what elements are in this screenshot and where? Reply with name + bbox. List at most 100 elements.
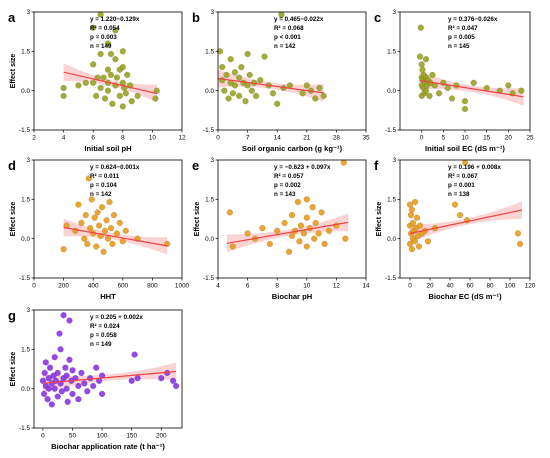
- data-point: [107, 225, 115, 232]
- data-point: [69, 390, 76, 397]
- data-point: [42, 359, 49, 366]
- y-tick-label: 0.0: [387, 236, 396, 243]
- y-tick-label: 1.5: [21, 347, 30, 354]
- data-point: [416, 53, 423, 60]
- y-tick-label: -1.5: [19, 275, 30, 282]
- data-point: [288, 232, 296, 240]
- x-tick-label: 1000: [175, 283, 190, 290]
- x-tick-label: 14: [362, 283, 370, 290]
- data-point: [518, 87, 525, 94]
- data-point: [90, 382, 97, 390]
- data-point: [219, 77, 226, 84]
- data-point: [110, 212, 117, 219]
- fit-line: [409, 209, 523, 235]
- data-point: [231, 82, 238, 89]
- y-tick-label: 1.5: [21, 49, 30, 56]
- plot-frame: [33, 309, 183, 429]
- plot-frame: [399, 159, 531, 279]
- data-point: [119, 64, 126, 71]
- stat-p: p = 0.058: [90, 332, 117, 339]
- x-tick-label: 7: [246, 135, 250, 142]
- data-point: [227, 56, 234, 63]
- data-point: [54, 369, 61, 376]
- data-point: [104, 40, 112, 47]
- x-tick-label: 60: [466, 283, 474, 290]
- y-tick-label: 1.5: [387, 197, 396, 204]
- data-point: [342, 235, 349, 242]
- data-point: [223, 71, 230, 78]
- data-point: [253, 92, 260, 99]
- x-tick-label: 4: [62, 135, 66, 142]
- x-tick-label: 6: [91, 135, 95, 142]
- stat-p: p = 0.001: [448, 182, 475, 189]
- data-point: [113, 230, 120, 237]
- y-tick-label: 0.0: [387, 88, 396, 95]
- data-point: [514, 230, 522, 237]
- data-point: [45, 375, 52, 382]
- data-point: [269, 90, 277, 97]
- panel-letter: f: [374, 158, 379, 173]
- stat-equation: y = 0.624−0.001x: [90, 164, 140, 171]
- plot-frame: [217, 11, 367, 131]
- y-tick-label: -1.5: [19, 425, 30, 432]
- stat-p: p < 0.001: [274, 34, 301, 41]
- panel-f: f 0 20 40 60 80 100 120 -1.5 0.0 1.5 3 Biochar EC (d…: [374, 157, 536, 301]
- data-point: [119, 48, 126, 55]
- panel-letter: e: [192, 158, 199, 173]
- data-point: [229, 243, 236, 250]
- data-point: [422, 56, 430, 63]
- y-tick-label: 3: [26, 307, 30, 314]
- x-tick-label: 100: [97, 433, 108, 440]
- data-point: [119, 238, 126, 245]
- data-point: [448, 95, 456, 102]
- data-point: [54, 393, 61, 400]
- stat-n: n = 142: [90, 191, 112, 198]
- data-point: [236, 92, 243, 99]
- data-point: [316, 84, 323, 92]
- data-point: [321, 240, 328, 247]
- x-tick-label: 0: [32, 283, 36, 290]
- data-point: [104, 66, 112, 73]
- data-point: [236, 74, 243, 81]
- data-point: [418, 61, 425, 68]
- x-tick-label: 40: [446, 283, 454, 290]
- data-point: [113, 74, 120, 81]
- data-point: [274, 227, 281, 234]
- data-point: [58, 388, 65, 395]
- x-tick-label: 4: [216, 283, 220, 290]
- data-point: [406, 240, 414, 247]
- x-tick-label: 20: [505, 135, 513, 142]
- data-point: [45, 385, 52, 392]
- data-point: [75, 396, 82, 403]
- fit-line: [42, 370, 177, 384]
- stat-r2: R² = 0.047: [448, 25, 478, 32]
- panel-letter: a: [8, 10, 16, 25]
- data-point: [116, 92, 123, 99]
- data-point: [411, 238, 419, 245]
- panel-letter: d: [8, 158, 16, 173]
- data-point: [90, 24, 97, 31]
- data-point: [435, 90, 443, 97]
- panel-letter: g: [8, 308, 16, 323]
- stat-p: p = 0.005: [448, 34, 475, 41]
- data-point: [274, 100, 281, 107]
- fit-line: [63, 226, 168, 247]
- fit-line: [226, 221, 349, 244]
- data-point: [221, 87, 228, 94]
- data-point: [248, 87, 255, 94]
- x-tick-label: 12: [333, 283, 341, 290]
- data-point: [104, 87, 112, 94]
- data-point: [63, 372, 70, 379]
- y-tick-label: 3: [26, 157, 30, 164]
- data-point: [461, 98, 469, 105]
- x-tick-label: 6: [246, 283, 250, 290]
- stat-r2: R² = 0.011: [90, 173, 120, 180]
- data-point: [340, 159, 347, 166]
- x-tick-label: 2: [32, 135, 36, 142]
- data-point: [415, 243, 423, 250]
- data-point: [96, 222, 103, 229]
- data-point: [57, 346, 64, 353]
- data-point: [103, 217, 110, 224]
- data-point: [300, 230, 307, 237]
- data-point: [451, 201, 459, 208]
